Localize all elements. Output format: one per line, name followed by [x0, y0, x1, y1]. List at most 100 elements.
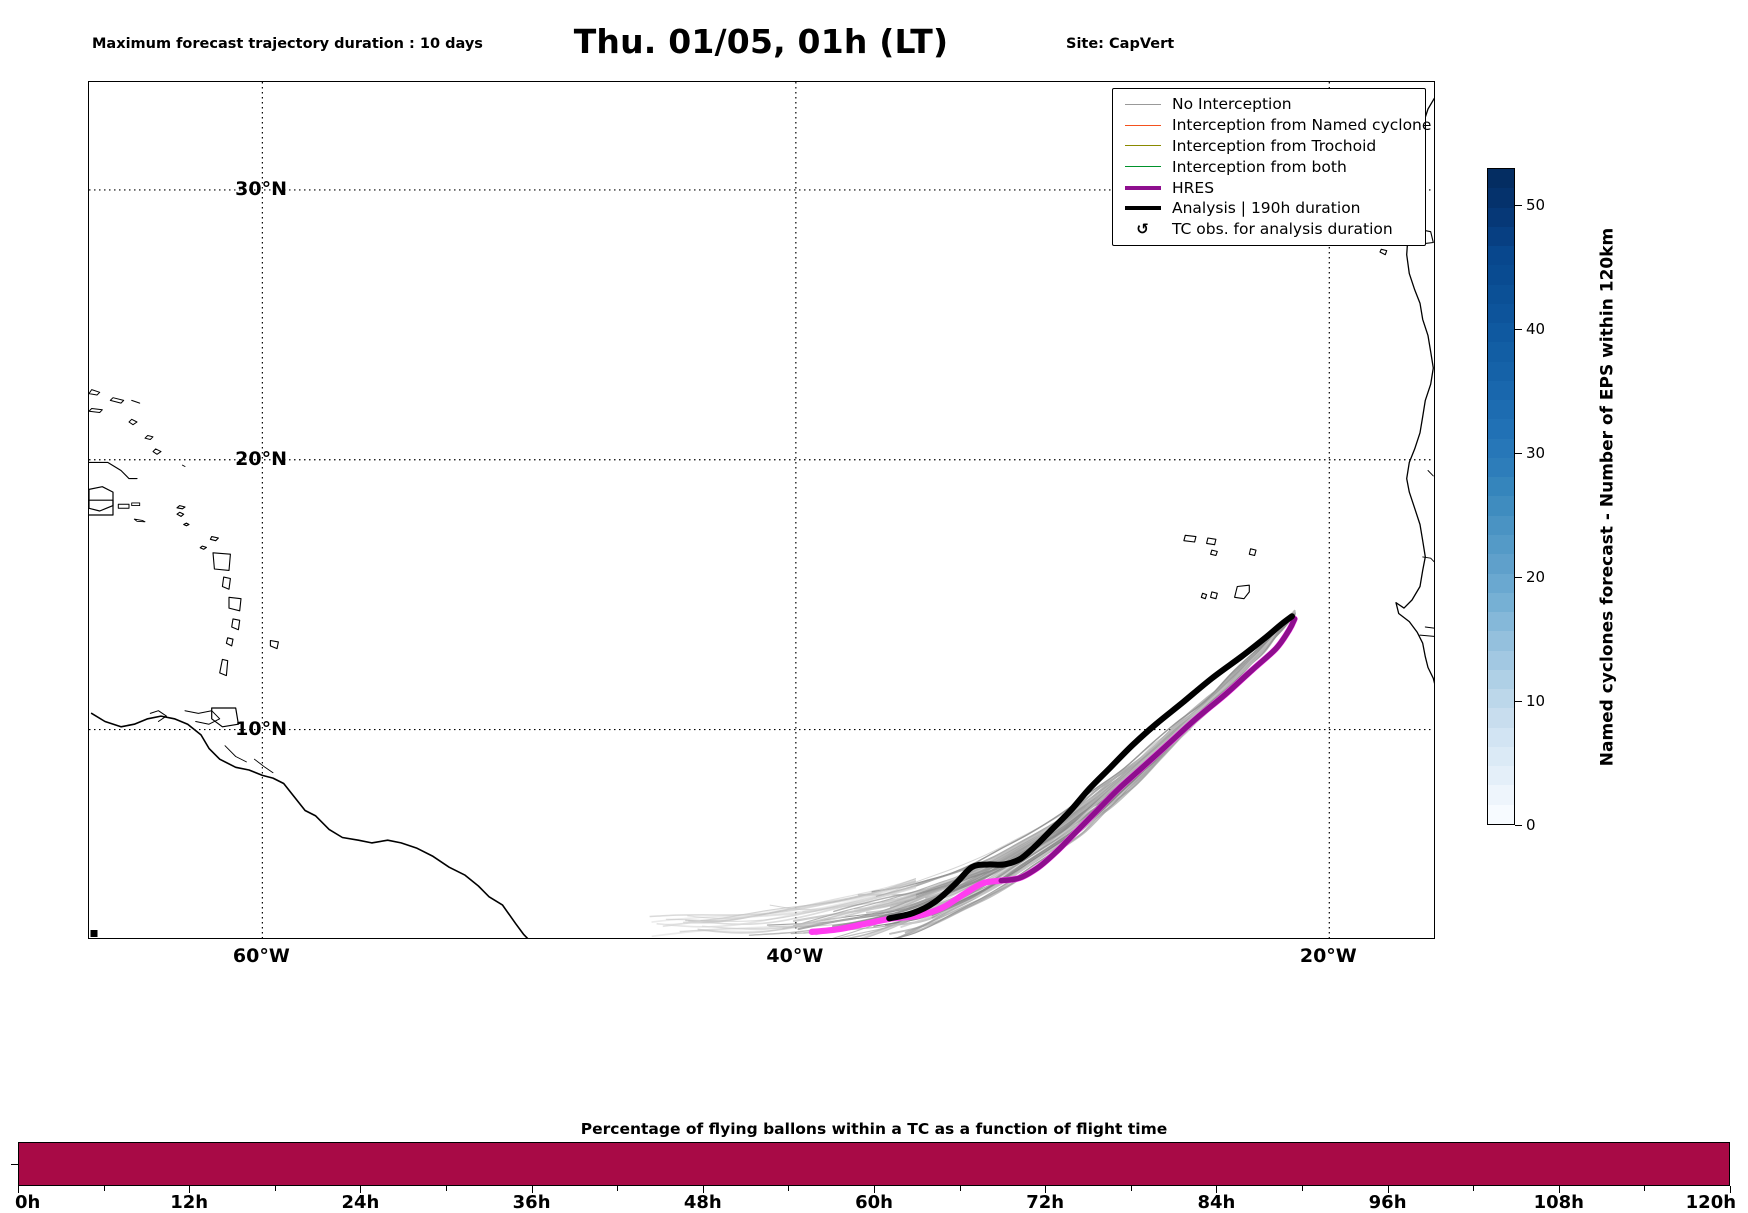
colorbar-ticklabel: 10 — [1526, 692, 1546, 711]
colorbar-segment — [1488, 457, 1514, 478]
ensemble-trajectory-line — [685, 879, 917, 923]
colorbar-ticklabel: 40 — [1526, 320, 1546, 339]
coastline — [131, 399, 141, 404]
ensemble-trajectory-line — [871, 611, 1296, 893]
ensemble-trajectory-line — [844, 615, 1296, 917]
coastline — [1424, 626, 1434, 629]
coastline — [89, 408, 103, 413]
coastline — [131, 502, 141, 507]
coastline — [1248, 548, 1257, 557]
ensemble-trajectory-line — [870, 613, 1296, 908]
ensemble-trajectory-line — [697, 893, 917, 934]
coastline — [212, 552, 231, 571]
ensemble-trajectory-line — [802, 609, 1296, 934]
colorbar-segment — [1488, 226, 1514, 247]
colorbar-segment — [1488, 727, 1514, 747]
percentage-bar-fill — [19, 1143, 1729, 1185]
page-title: Thu. 01/05, 01h (LT) — [573, 22, 949, 61]
colorbar-segment — [1488, 361, 1514, 381]
legend-tc-obs[interactable]: ↺ TC obs. for analysis duration — [1121, 219, 1419, 240]
colorbar-segment — [1488, 380, 1514, 401]
percentage-bar-major-tick — [1558, 1186, 1560, 1193]
percentage-bar-major-tick — [874, 1186, 875, 1193]
percentage-bar-major-tick — [189, 1186, 191, 1193]
ensemble-trajectory-line — [833, 614, 1296, 913]
coastline — [199, 545, 207, 550]
percentage-bar-ticklabel: 120h — [1685, 1192, 1737, 1213]
legend-hres[interactable]: HRES — [1121, 177, 1419, 198]
legend-tc-obs-label: TC obs. for analysis duration — [1172, 220, 1393, 239]
percentage-bar-major-tick — [18, 1186, 19, 1193]
legend-interception-trochoid-line-icon — [1124, 145, 1161, 147]
colorbar-segment — [1488, 573, 1514, 593]
map-x-ticklabel: 40°W — [766, 945, 824, 967]
legend-interception-named-cyclone-swatch — [1121, 124, 1164, 126]
percentage-bar-ticklabel: 96h — [1368, 1192, 1407, 1213]
coastline — [209, 536, 219, 542]
colorbar-tickmark — [1515, 825, 1522, 826]
legend-interception-trochoid-swatch — [1121, 145, 1164, 147]
colorbar-segment — [1488, 592, 1514, 613]
ensemble-trajectory-line — [766, 610, 1296, 926]
coastline — [224, 745, 247, 763]
legend-interception-trochoid[interactable]: Interception from Trochoid — [1121, 136, 1419, 157]
coastline — [1234, 584, 1250, 600]
percentage-bar-minor-tick — [103, 1186, 105, 1191]
ensemble-trajectory-line — [881, 612, 1296, 903]
coastline — [1210, 549, 1218, 557]
ensemble-trajectory-line — [889, 610, 1296, 908]
legend-analysis[interactable]: Analysis | 190h duration — [1121, 198, 1419, 219]
legend-analysis-swatch — [1121, 206, 1164, 211]
colorbar-segment — [1488, 708, 1514, 728]
colorbar-segment — [1488, 168, 1514, 189]
coastline — [176, 511, 185, 517]
legend-interception-both-swatch — [1121, 166, 1164, 168]
legend-interception-named-cyclone[interactable]: Interception from Named cyclone — [1121, 115, 1431, 136]
percentage-bar-ticklabel: 108h — [1533, 1192, 1584, 1213]
colorbar-segment — [1488, 438, 1514, 458]
coastline — [221, 576, 231, 590]
legend-no-interception[interactable]: No Interception — [1121, 94, 1419, 115]
analysis-track — [886, 613, 1295, 922]
coastline — [225, 637, 234, 647]
coastline — [133, 518, 146, 523]
ensemble-trajectory-line — [832, 611, 1296, 938]
colorbar-segment — [1488, 804, 1514, 824]
legend-no-interception-swatch — [1121, 103, 1164, 105]
colorbar-tickmark — [1515, 329, 1522, 331]
coastline — [183, 522, 190, 527]
map-legend: No Interception Interception from Named c… — [1112, 88, 1431, 246]
legend-hres-swatch — [1121, 185, 1164, 190]
colorbar-segment — [1488, 746, 1514, 767]
legend-interception-trochoid-label: Interception from Trochoid — [1172, 136, 1377, 155]
legend-interception-both[interactable]: Interception from both — [1121, 156, 1419, 177]
ensemble-trajectory-line — [793, 611, 1296, 927]
ensemble-trajectory-line — [879, 613, 1296, 908]
coastline — [1419, 634, 1434, 637]
percentage-bar-minor-tick — [959, 1186, 961, 1191]
cyclone-icon: ↺ — [1136, 219, 1149, 238]
coastline — [1427, 470, 1434, 477]
ensemble-trajectory-line — [790, 615, 1296, 935]
coastline — [109, 397, 125, 404]
percentage-bar-ticklabel: 0h — [14, 1192, 41, 1213]
ensemble-trajectory-line — [873, 611, 1296, 908]
ensemble-trajectory-line — [837, 611, 1296, 938]
percentage-bar-major-tick — [1730, 1186, 1731, 1193]
coastline — [89, 389, 101, 396]
colorbar-segment — [1488, 669, 1514, 690]
ensemble-trajectory-line — [884, 609, 1296, 927]
percentage-bar-ticklabel: 36h — [512, 1192, 551, 1213]
ensemble-trajectory-line — [662, 885, 917, 928]
colorbar-segment — [1488, 419, 1514, 439]
percentage-bar-minor-tick — [1473, 1186, 1475, 1191]
percentage-bar-major-tick — [360, 1186, 362, 1193]
colorbar-tickmark — [1515, 701, 1522, 703]
map-y-ticklabel: 20°N — [235, 447, 287, 470]
colorbar-segment — [1488, 689, 1514, 709]
colorbar-ticklabel: 30 — [1526, 444, 1546, 463]
coastline — [228, 596, 242, 612]
legend-interception-named-cyclone-label: Interception from Named cyclone — [1172, 116, 1432, 135]
ensemble-trajectory-line — [802, 614, 1296, 913]
